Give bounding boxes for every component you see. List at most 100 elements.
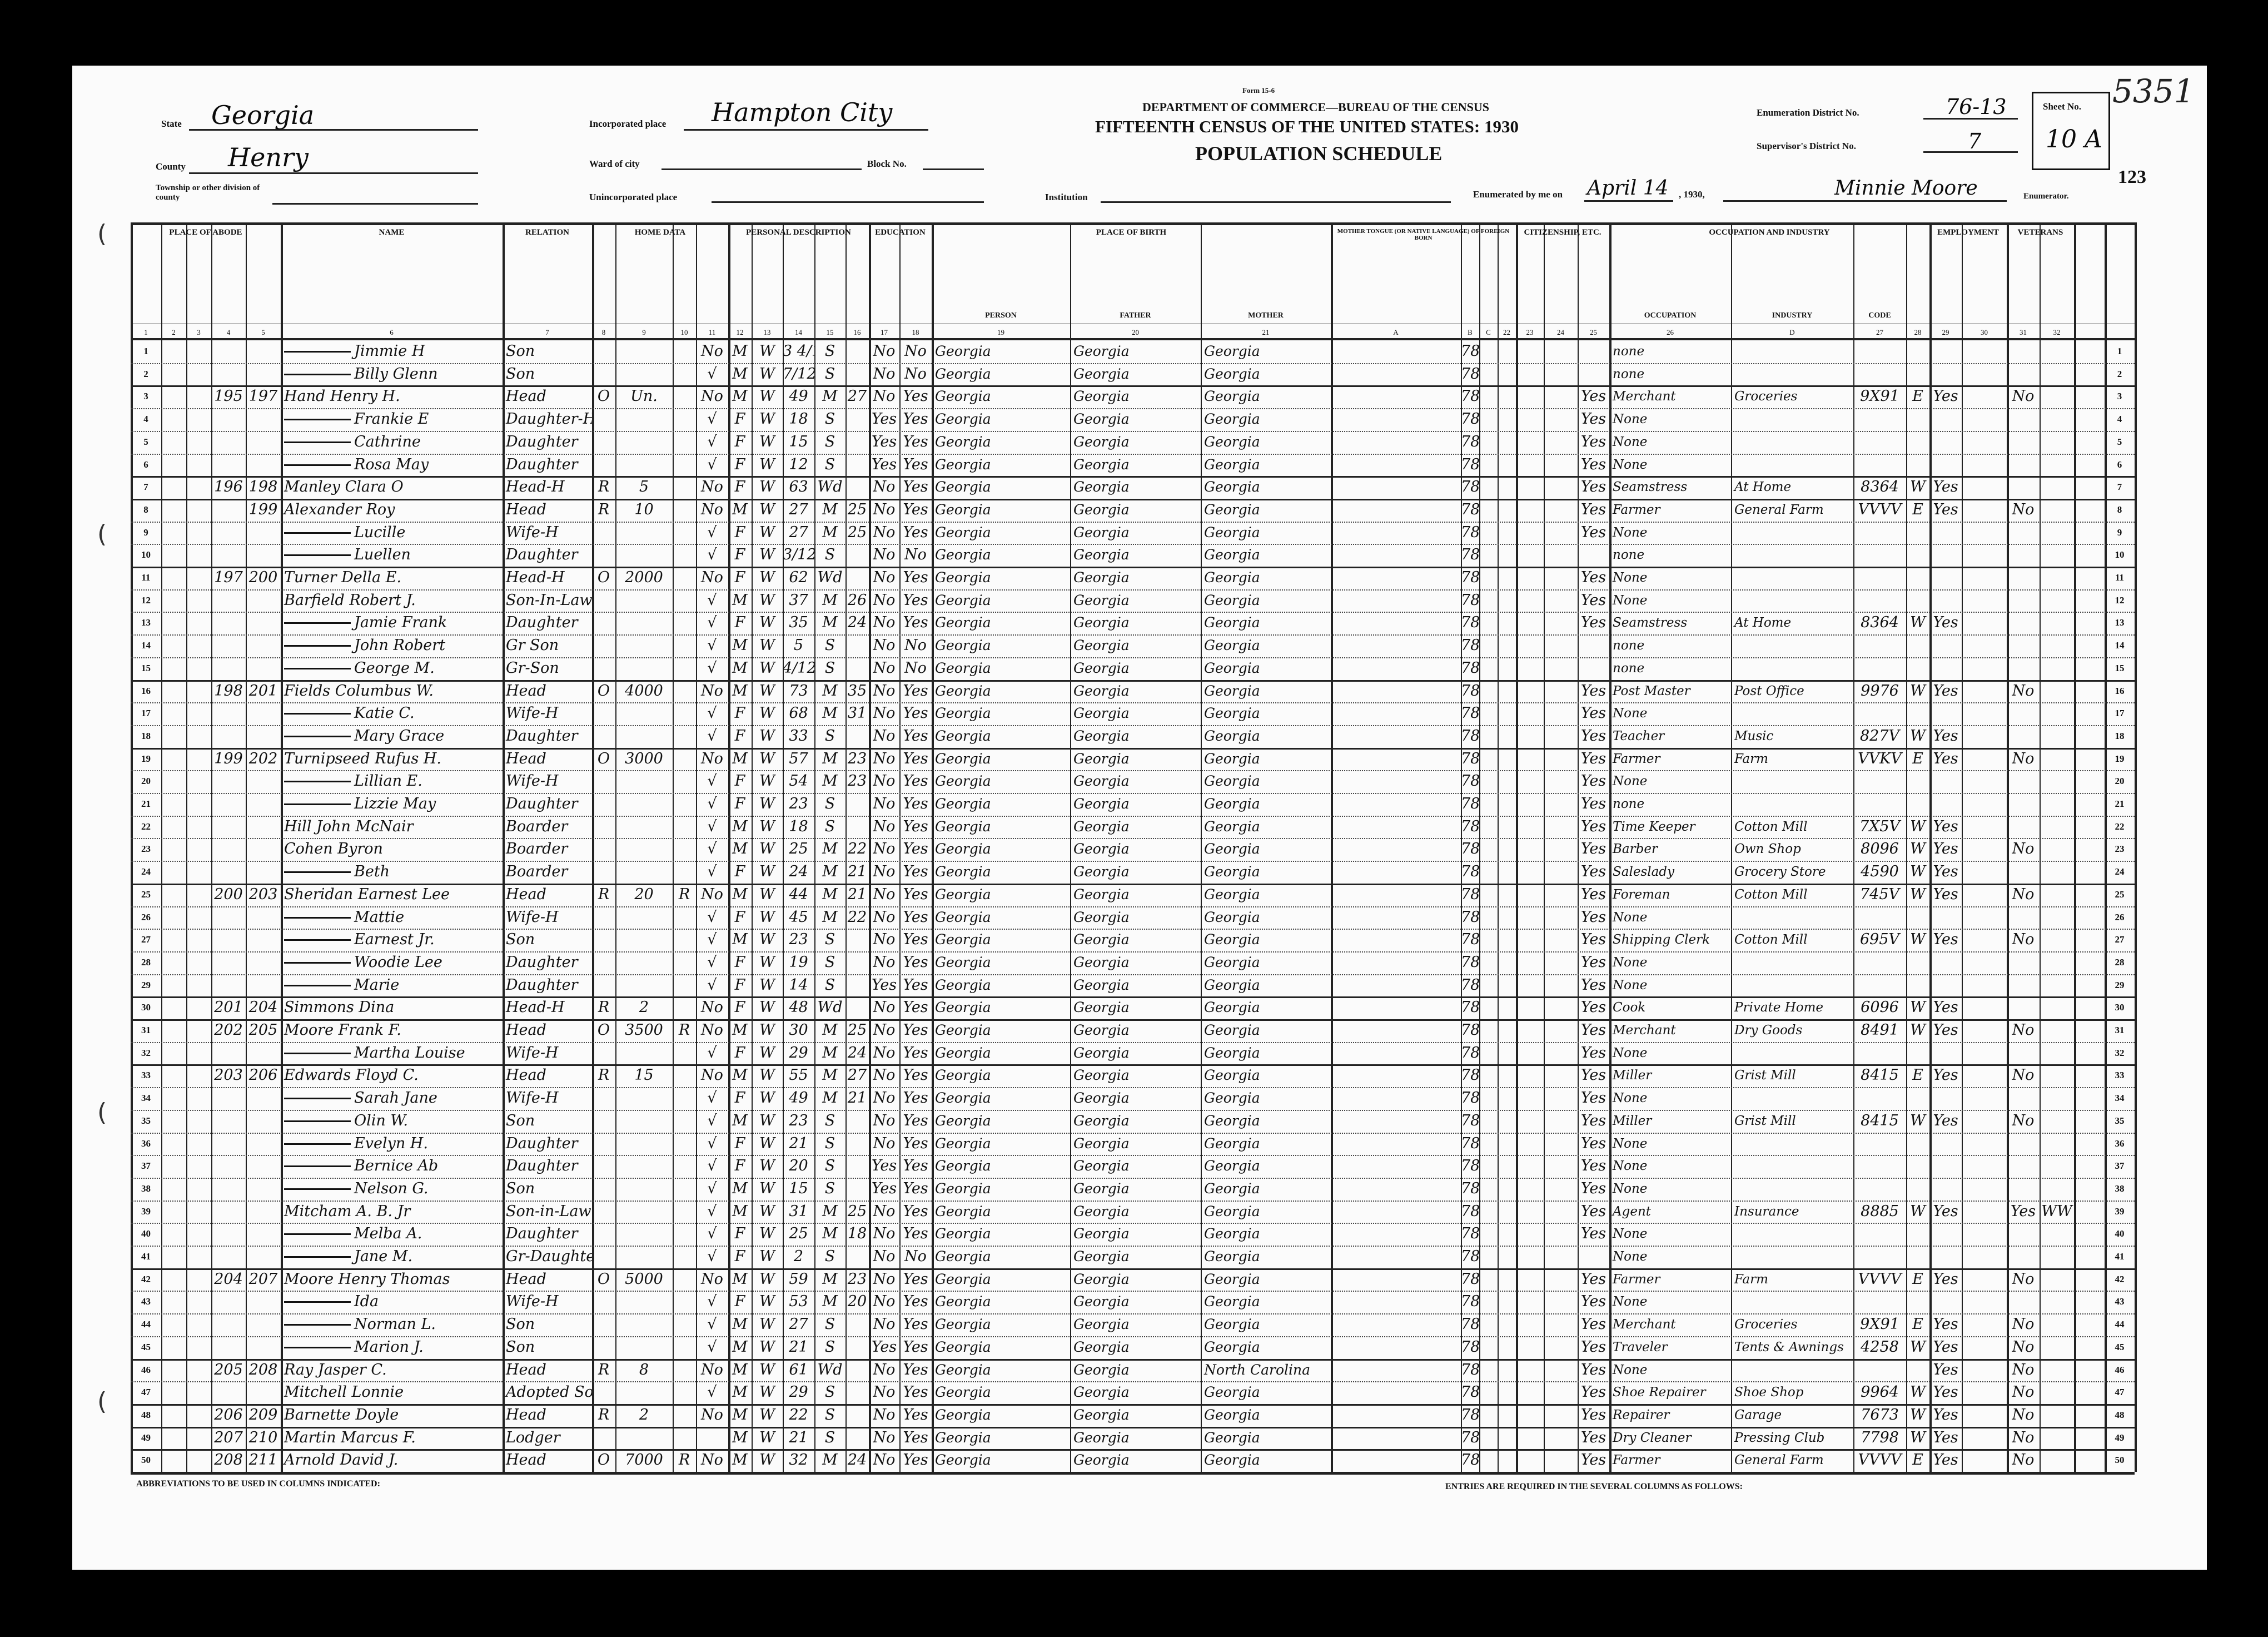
birthplace-code: 78: [1461, 908, 1479, 926]
home-value: [615, 974, 673, 996]
family-number: [246, 951, 281, 974]
row-divider: [131, 476, 2135, 478]
industry: [1731, 793, 1853, 815]
race: W: [759, 614, 775, 632]
row-divider: [131, 974, 2135, 975]
war: WW: [2041, 1202, 2072, 1220]
veteran: [2007, 363, 2040, 385]
sex: M: [732, 840, 748, 858]
veteran: No: [2012, 1112, 2035, 1129]
speaks-english: Yes: [1580, 705, 1606, 722]
war: [2040, 1246, 2074, 1268]
race: W: [759, 1157, 775, 1175]
age-at-marriage: [845, 951, 869, 974]
home-value: [615, 454, 673, 476]
home-tenure: [592, 431, 615, 453]
home-value: [615, 522, 673, 544]
person-name: Marion J.: [281, 1336, 503, 1358]
dwelling-number: 198: [214, 682, 243, 700]
age-at-marriage: 22: [847, 840, 867, 858]
dwelling-number: 204: [214, 1270, 243, 1288]
school-attendance: No: [873, 659, 896, 677]
employed: Yes: [1933, 1383, 1958, 1401]
home-tenure: [592, 906, 615, 929]
line-number-right: 26: [2115, 911, 2125, 922]
sheet-value: 10 A: [2046, 125, 2102, 153]
veteran: [2007, 340, 2040, 363]
school-attendance: No: [873, 365, 896, 383]
father-birthplace: Georgia: [1073, 343, 1130, 359]
age-at-marriage: 18: [847, 1225, 867, 1243]
class-of-worker: E: [1912, 1270, 1923, 1288]
line-number: 26: [141, 911, 151, 922]
race: W: [759, 433, 775, 450]
class-of-worker: [1906, 431, 1929, 453]
birthplace: Georgia: [935, 1271, 991, 1287]
person-name: George M.: [281, 657, 503, 679]
war: [2040, 1133, 2074, 1155]
farm: √: [707, 1179, 717, 1197]
column-number: 29: [1942, 328, 1949, 336]
speaks-english: Yes: [1580, 682, 1606, 700]
age: 31: [789, 1202, 808, 1220]
class-of-worker: [1906, 906, 1929, 929]
war: [2040, 1019, 2074, 1041]
person-name: Bernice Ab: [281, 1155, 503, 1177]
employed: [1929, 1291, 1962, 1313]
class-of-worker: W: [1910, 1338, 1926, 1356]
home-value: [615, 1155, 673, 1177]
county-value: Henry: [228, 142, 309, 172]
can-read-write: Yes: [903, 1338, 928, 1356]
dwelling-number: [211, 1042, 246, 1064]
farm: No: [701, 1451, 723, 1469]
war: [2040, 1313, 2074, 1336]
column-number: 16: [853, 328, 861, 336]
marital-status: S: [824, 455, 835, 473]
industry: Cotton Mill: [1734, 932, 1808, 948]
race: W: [759, 410, 775, 428]
industry: [1731, 1087, 1853, 1109]
person-name: Beth: [281, 861, 503, 883]
mother-birthplace: Georgia: [1204, 796, 1260, 812]
race: W: [759, 1134, 775, 1152]
line-number: 33: [141, 1070, 151, 1081]
marital-status: Wd: [817, 999, 843, 1016]
schedule-title: POPULATION SCHEDULE: [1195, 142, 1443, 165]
race: W: [759, 772, 775, 790]
veteran: [2007, 1291, 2040, 1313]
class-of-worker: [1906, 363, 1929, 385]
class-of-worker: E: [1912, 1066, 1923, 1084]
relation: Head-H: [506, 478, 565, 496]
column-rule: [186, 222, 187, 1472]
employed: [1929, 634, 1962, 657]
given-name: Ida: [354, 1293, 379, 1311]
age-at-marriage: [845, 544, 869, 566]
birthplace-code: 78: [1461, 1406, 1479, 1423]
radio-set: R: [678, 1021, 690, 1039]
birthplace: Georgia: [935, 388, 991, 405]
war: [2040, 929, 2074, 951]
row-divider: [131, 1177, 2135, 1179]
can-read-write: Yes: [903, 1021, 928, 1039]
line-number: 45: [141, 1341, 151, 1352]
given-name: Melba A.: [354, 1225, 422, 1243]
age-at-marriage: [845, 1336, 869, 1358]
occupation-code: 745V: [1859, 885, 1900, 903]
occupation-code: [1853, 657, 1906, 679]
class-of-worker: [1906, 974, 1929, 996]
ward-label: Ward of city: [589, 158, 640, 169]
person-name: Sarah Jane: [281, 1087, 503, 1109]
birthplace: Georgia: [935, 411, 991, 428]
birthplace-code: 78: [1461, 1316, 1479, 1333]
dwelling-number: [211, 725, 246, 747]
employed: Yes: [1933, 817, 1958, 835]
age: 32: [789, 1451, 808, 1469]
relation: Gr Son: [506, 637, 559, 654]
occupation-code: 8364: [1861, 478, 1899, 496]
race: W: [759, 863, 775, 881]
row-divider: [131, 861, 2135, 862]
person-name: Jane M.: [281, 1246, 503, 1268]
state-value: Georgia: [211, 100, 315, 130]
same-surname-dash: [284, 645, 351, 647]
line-number-right: 37: [2115, 1160, 2125, 1172]
